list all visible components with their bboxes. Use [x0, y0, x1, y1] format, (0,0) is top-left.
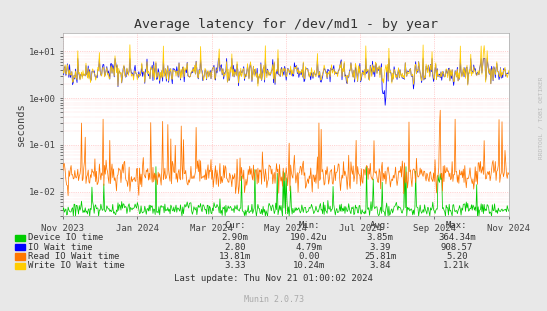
Text: Max:: Max:: [446, 220, 468, 230]
Text: IO Wait time: IO Wait time: [28, 243, 93, 252]
Text: Last update: Thu Nov 21 01:00:02 2024: Last update: Thu Nov 21 01:00:02 2024: [174, 273, 373, 282]
Text: 5.20: 5.20: [446, 252, 468, 261]
Text: 25.81m: 25.81m: [364, 252, 396, 261]
Text: 190.42u: 190.42u: [290, 234, 328, 242]
Text: Min:: Min:: [298, 220, 320, 230]
Text: Read IO Wait time: Read IO Wait time: [28, 252, 120, 261]
Text: 2.80: 2.80: [224, 243, 246, 252]
Text: 3.84: 3.84: [369, 262, 391, 270]
Text: Write IO Wait time: Write IO Wait time: [28, 262, 125, 270]
Text: 3.39: 3.39: [369, 243, 391, 252]
Text: 4.79m: 4.79m: [295, 243, 323, 252]
Text: 13.81m: 13.81m: [219, 252, 251, 261]
Text: 2.90m: 2.90m: [222, 234, 249, 242]
Text: Device IO time: Device IO time: [28, 234, 104, 242]
Text: 908.57: 908.57: [441, 243, 473, 252]
Text: 3.85m: 3.85m: [366, 234, 394, 242]
Text: RRDTOOL / TOBI OETIKER: RRDTOOL / TOBI OETIKER: [538, 77, 543, 160]
Text: 364.34m: 364.34m: [438, 234, 475, 242]
Text: Munin 2.0.73: Munin 2.0.73: [243, 295, 304, 304]
Y-axis label: seconds: seconds: [16, 103, 26, 146]
Text: 3.33: 3.33: [224, 262, 246, 270]
Text: 0.00: 0.00: [298, 252, 320, 261]
Text: 1.21k: 1.21k: [443, 262, 470, 270]
Text: 10.24m: 10.24m: [293, 262, 325, 270]
Title: Average latency for /dev/md1 - by year: Average latency for /dev/md1 - by year: [134, 18, 438, 31]
Text: Avg:: Avg:: [369, 220, 391, 230]
Text: Cur:: Cur:: [224, 220, 246, 230]
